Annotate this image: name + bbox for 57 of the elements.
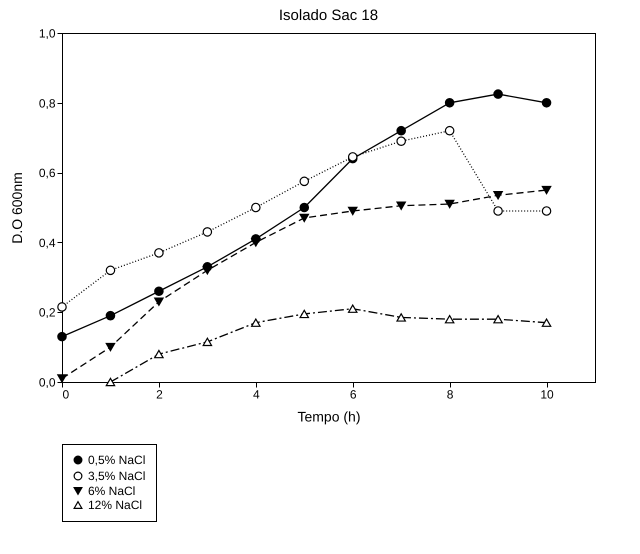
- point: [251, 238, 261, 247]
- point: [493, 89, 503, 99]
- legend-label: 0,5% NaCl: [88, 453, 146, 467]
- x-tick-label: 10: [540, 388, 554, 402]
- point: [444, 314, 454, 324]
- point: [202, 227, 212, 237]
- point: [106, 378, 116, 386]
- y-tick-label: 0,6: [38, 166, 56, 180]
- y-tick-label: 1,0: [38, 26, 56, 40]
- point: [57, 302, 67, 312]
- point: [444, 126, 454, 136]
- y-axis-title: D.O 600nm: [8, 172, 25, 244]
- point: [542, 186, 552, 194]
- point: [348, 304, 358, 313]
- legend-label: 6% NaCl: [88, 484, 136, 498]
- point: [348, 206, 358, 216]
- point: [396, 313, 406, 322]
- point: [542, 318, 552, 327]
- point: [299, 310, 310, 318]
- point: [493, 206, 503, 216]
- legend-label: 3,5% NaCl: [88, 469, 146, 483]
- point: [202, 266, 212, 275]
- x-axis-title: Tempo (h): [297, 408, 361, 424]
- point: [444, 98, 454, 108]
- point: [542, 98, 552, 108]
- legend-label: 12% NaCl: [88, 498, 142, 512]
- point: [106, 310, 116, 320]
- point: [154, 248, 164, 258]
- point: [251, 202, 261, 212]
- x-tick-label: 4: [252, 388, 260, 402]
- point: [396, 136, 406, 146]
- point: [493, 191, 503, 200]
- point: [154, 298, 164, 306]
- point: [202, 338, 212, 346]
- point: [396, 126, 406, 136]
- point: [154, 350, 164, 358]
- point: [299, 214, 310, 222]
- point: [57, 332, 67, 342]
- point: [251, 318, 261, 327]
- y-tick-label: 0,2: [38, 306, 56, 320]
- y-tick-label: 0,4: [38, 236, 56, 250]
- point: [299, 176, 310, 186]
- point: [493, 314, 503, 324]
- y-tick-label: 0,0: [38, 376, 56, 390]
- chart-title: Isolado Sac 18: [278, 7, 378, 24]
- point: [106, 266, 116, 276]
- point: [106, 342, 116, 352]
- point: [542, 206, 552, 216]
- y-tick-label: 0,8: [38, 96, 56, 110]
- x-tick-label: 2: [156, 388, 164, 402]
- x-tick-label: 8: [446, 388, 454, 402]
- x-tick-label: 6: [350, 388, 357, 402]
- point: [444, 200, 454, 208]
- point: [154, 286, 164, 296]
- point: [299, 202, 310, 212]
- x-tick-label: 0: [62, 388, 70, 402]
- point: [396, 202, 406, 210]
